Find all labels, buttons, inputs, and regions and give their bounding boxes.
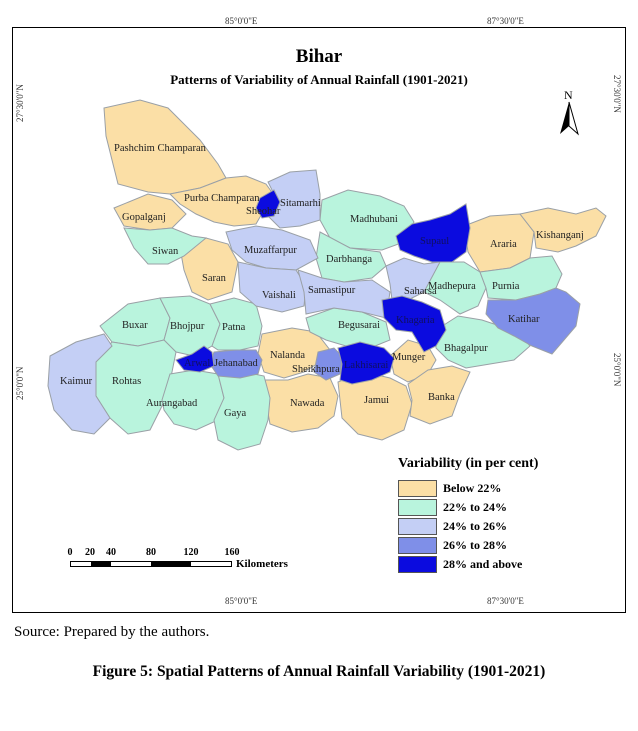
label-nalanda: Nalanda (270, 350, 305, 361)
label-gaya: Gaya (224, 408, 246, 419)
label-pashchim-champaran: Pashchim Champaran (114, 143, 207, 154)
scale-tick-label: 120 (183, 547, 199, 558)
scale-tick-label: 20 (85, 547, 95, 558)
district-patna (209, 297, 263, 351)
legend-swatch (398, 556, 437, 573)
district-sheohar (255, 189, 281, 219)
map-legend: Variability (in per cent) Below 22% 22% … (398, 456, 598, 574)
label-patna: Patna (222, 322, 246, 333)
district-siwan (123, 227, 208, 265)
district-sheikhpura (313, 347, 343, 381)
label-samastipur: Samastipur (308, 285, 356, 296)
legend-item: Below 22% (398, 479, 598, 498)
label-kishanganj: Kishanganj (536, 230, 584, 241)
figure-caption: Figure 5: Spatial Patterns of Annual Rai… (92, 663, 546, 680)
label-arwal: Arwal (184, 358, 210, 369)
legend-label: Below 22% (443, 481, 502, 495)
scale-tick-label: 160 (224, 547, 240, 558)
coord-top-left: 85°0'0"E (225, 16, 258, 26)
district-aurangabad (161, 369, 225, 431)
district-khagaria (381, 295, 447, 353)
label-muzaffarpur: Muzaffarpur (244, 245, 297, 256)
legend-label: 24% to 26% (443, 519, 507, 533)
district-lakhisarai (337, 341, 395, 385)
legend-item: 22% to 24% (398, 498, 598, 517)
legend-item: 24% to 26% (398, 517, 598, 536)
scale-strip (70, 561, 232, 567)
district-banka (407, 365, 471, 425)
legend-label: 28% and above (443, 557, 523, 571)
label-madhepura: Madhepura (428, 281, 476, 292)
label-saharsa: Saharsa (404, 286, 437, 297)
legend-swatch (398, 480, 437, 497)
district-arwal (175, 345, 215, 373)
label-sitamarhi: Sitamarhi (280, 198, 321, 209)
coord-bottom-left: 85°0'0"E (225, 596, 258, 606)
district-kishanganj (519, 207, 607, 253)
label-supaul: Supaul (420, 236, 449, 247)
legend-swatch (398, 518, 437, 535)
label-jamui: Jamui (364, 395, 389, 406)
district-supaul (395, 203, 471, 263)
source-note: Source: Prepared by the authors. (14, 624, 210, 640)
label-purnia: Purnia (492, 281, 520, 292)
label-purba-champaran: Purba Champaran (184, 193, 260, 204)
label-saran: Saran (202, 273, 227, 284)
north-arrow-label: N (564, 88, 573, 102)
district-gaya (213, 371, 271, 451)
district-katihar (485, 287, 581, 355)
district-gopalganj (113, 193, 187, 231)
legend-item: 26% to 28% (398, 536, 598, 555)
label-kaimur: Kaimur (60, 376, 93, 387)
label-araria: Araria (490, 239, 517, 250)
district-kaimur (47, 333, 113, 435)
legend-label: 22% to 24% (443, 500, 507, 514)
district-jehanabad (209, 349, 263, 379)
legend-label: 26% to 28% (443, 538, 507, 552)
scale-tick-label: 40 (106, 547, 116, 558)
scale-tick-label: 80 (146, 547, 156, 558)
label-madhubani: Madhubani (350, 214, 398, 225)
label-katihar: Katihar (508, 314, 540, 325)
legend-item: 28% and above (398, 555, 598, 574)
coord-bottom-right: 87°30'0"E (487, 596, 524, 606)
label-khagaria: Khagaria (396, 315, 435, 326)
label-nawada: Nawada (290, 398, 325, 409)
scale-tick-label: 0 (67, 547, 73, 558)
label-siwan: Siwan (152, 246, 179, 257)
district-saharsa (385, 257, 441, 301)
north-arrow-icon (560, 101, 579, 136)
scale-bar: 0 20 40 80 120 160 Kilometers (67, 547, 310, 577)
label-bhojpur: Bhojpur (170, 321, 205, 332)
label-begusarai: Begusarai (338, 320, 380, 331)
label-jehanabad: Jehanabad (214, 358, 258, 369)
legend-swatch (398, 537, 437, 554)
label-bhagalpur: Bhagalpur (444, 343, 488, 354)
map-subtitle: Patterns of Variability of Annual Rainfa… (170, 72, 468, 87)
label-aurangabad: Aurangabad (146, 398, 198, 409)
label-sheikhpura: Sheikhpura (292, 364, 340, 375)
label-darbhanga: Darbhanga (326, 254, 372, 265)
district-darbhanga (315, 231, 387, 283)
label-buxar: Buxar (122, 320, 148, 331)
legend-swatch (398, 499, 437, 516)
map-title: Bihar (295, 46, 343, 67)
label-gopalganj: Gopalganj (122, 212, 166, 223)
label-lakhisarai: Lakhisarai (344, 360, 388, 371)
legend-title: Variability (in per cent) (398, 456, 539, 471)
label-sheohar: Sheohar (246, 206, 281, 217)
scale-unit: Kilometers (236, 558, 288, 570)
label-vaishali: Vaishali (262, 290, 296, 301)
district-saran (179, 237, 239, 301)
coord-top-right: 87°30'0"E (487, 16, 524, 26)
label-banka: Banka (428, 392, 455, 403)
district-vaishali (237, 261, 307, 313)
district-muzaffarpur (225, 225, 319, 271)
label-rohtas: Rohtas (112, 376, 141, 387)
label-munger: Munger (392, 352, 426, 363)
